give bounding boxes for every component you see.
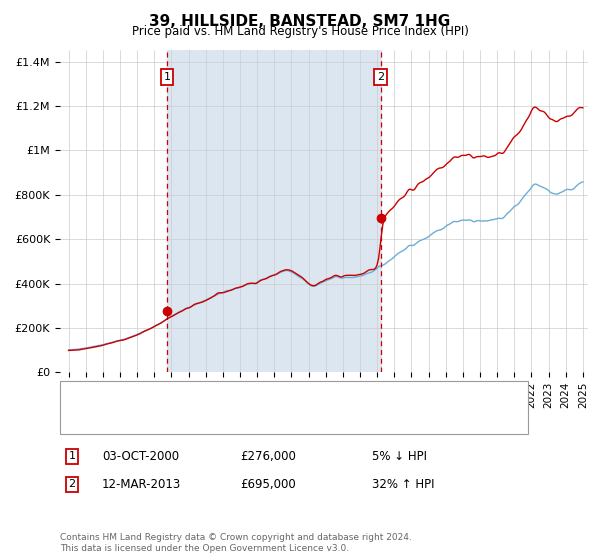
Text: 03-OCT-2000: 03-OCT-2000 — [102, 450, 179, 463]
Text: 2: 2 — [68, 479, 76, 489]
Text: 32% ↑ HPI: 32% ↑ HPI — [372, 478, 434, 491]
Text: Contains HM Land Registry data © Crown copyright and database right 2024.
This d: Contains HM Land Registry data © Crown c… — [60, 533, 412, 553]
Text: HPI: Average price, detached house, Reigate and Banstead: HPI: Average price, detached house, Reig… — [108, 414, 416, 424]
Text: Price paid vs. HM Land Registry's House Price Index (HPI): Price paid vs. HM Land Registry's House … — [131, 25, 469, 38]
Text: 5% ↓ HPI: 5% ↓ HPI — [372, 450, 427, 463]
Text: £695,000: £695,000 — [240, 478, 296, 491]
Text: 12-MAR-2013: 12-MAR-2013 — [102, 478, 181, 491]
Text: £276,000: £276,000 — [240, 450, 296, 463]
Text: 39, HILLSIDE, BANSTEAD, SM7 1HG (detached house): 39, HILLSIDE, BANSTEAD, SM7 1HG (detache… — [108, 391, 387, 401]
Text: 1: 1 — [68, 451, 76, 461]
Text: 1: 1 — [164, 72, 170, 82]
Text: 2: 2 — [377, 72, 384, 82]
Text: 39, HILLSIDE, BANSTEAD, SM7 1HG: 39, HILLSIDE, BANSTEAD, SM7 1HG — [149, 14, 451, 29]
Bar — [167, 50, 380, 372]
